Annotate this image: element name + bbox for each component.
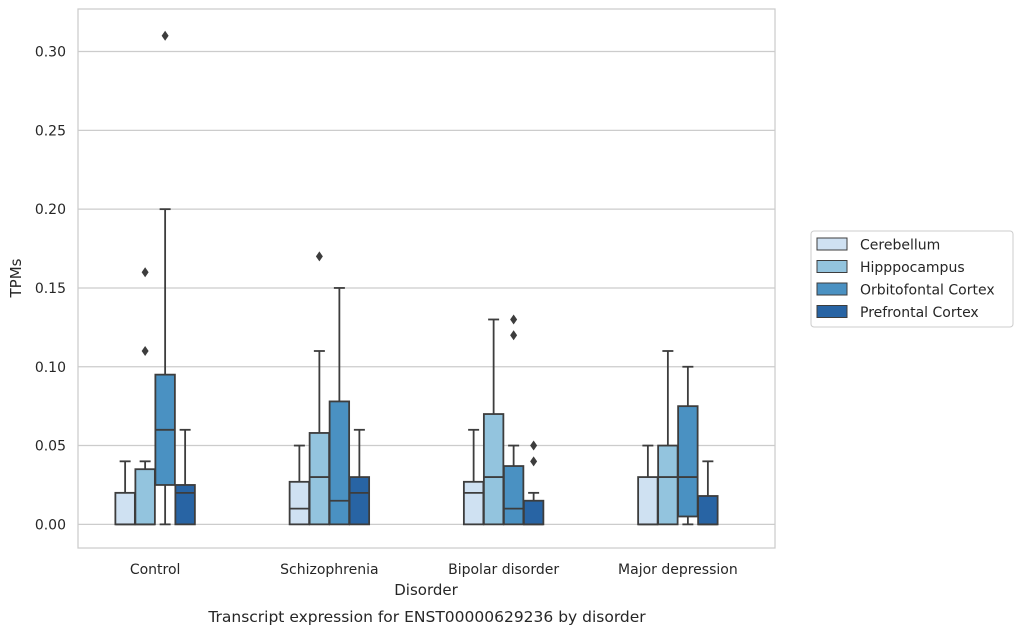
- box-body: [134, 468, 156, 526]
- x-tick-label: Control: [130, 562, 181, 578]
- box-hipppocampus: [657, 350, 679, 526]
- legend-label: Prefrontal Cortex: [860, 305, 979, 321]
- x-tick-labels: Control Schizophrenia Bipolar disorder Majo…: [130, 562, 738, 578]
- y-tick-label: 0.15: [35, 281, 66, 297]
- legend: Cerebellum Hipppocampus Orbitofontal Corte…: [810, 230, 1014, 328]
- box-orbitofontal-cortex: [154, 30, 176, 526]
- outlier-point: [510, 314, 518, 325]
- chart-caption: Transcript expression for ENST0000062923…: [207, 608, 646, 626]
- box-body: [502, 465, 525, 526]
- box-cerebellum: [288, 444, 311, 526]
- box-body: [174, 484, 196, 526]
- box-body: [348, 476, 371, 526]
- box-orbitofontal-cortex: [677, 365, 699, 526]
- box-orbitofontal-cortex: [328, 287, 351, 526]
- box-body: [677, 405, 699, 518]
- legend-frame: [810, 230, 1014, 328]
- y-tick-label: 0.10: [35, 360, 66, 376]
- legend-swatch: [816, 282, 848, 296]
- outlier-point: [510, 330, 518, 341]
- legend-label: Orbitofontal Cortex: [860, 283, 995, 299]
- box-hipppocampus: [482, 318, 505, 526]
- box-body: [288, 480, 311, 526]
- y-tick-label: 0.05: [35, 439, 66, 455]
- outlier-point: [161, 30, 169, 41]
- box-body: [522, 499, 545, 526]
- box-hipppocampus: [134, 267, 156, 526]
- outlier-point: [141, 345, 149, 356]
- plot-frame: [77, 8, 776, 549]
- box-prefrontal-cortex: [174, 428, 196, 526]
- box-body: [328, 400, 351, 526]
- outlier-point: [530, 440, 538, 451]
- y-axis-label: TPMs: [7, 258, 25, 298]
- box-body: [308, 432, 331, 526]
- box-prefrontal-cortex: [522, 440, 545, 526]
- grid-lines: [78, 50, 775, 525]
- outlier-point: [530, 456, 538, 467]
- y-tick-label: 0.00: [35, 517, 66, 533]
- box-cerebellum: [114, 460, 136, 526]
- x-tick-label: Major depression: [618, 562, 738, 578]
- box-hipppocampus: [308, 251, 331, 526]
- box-body: [482, 413, 505, 526]
- x-tick-label: Schizophrenia: [280, 562, 378, 578]
- outlier-point: [315, 251, 323, 262]
- box-cerebellum: [462, 428, 485, 526]
- box-orbitofontal-cortex: [502, 314, 525, 526]
- legend-label: Hipppocampus: [860, 260, 965, 276]
- box-body: [637, 476, 659, 526]
- box-prefrontal-cortex: [697, 460, 719, 526]
- box-cerebellum: [637, 444, 659, 526]
- box-body: [657, 444, 679, 526]
- y-tick-label: 0.30: [35, 45, 66, 61]
- outlier-point: [141, 267, 149, 278]
- legend-swatch: [816, 260, 848, 273]
- legend-swatch: [816, 305, 848, 318]
- box-body: [462, 480, 485, 526]
- box-body: [114, 491, 136, 526]
- x-tick-label: Bipolar disorder: [448, 562, 559, 578]
- y-tick-labels: 0.00 0.05 0.10 0.15 0.20 0.25 0.30: [35, 45, 66, 534]
- y-tick-label: 0.25: [35, 123, 66, 139]
- box-prefrontal-cortex: [348, 428, 371, 526]
- box-body: [697, 495, 719, 526]
- boxes: [114, 30, 719, 526]
- legend-label: Cerebellum: [860, 238, 940, 254]
- legend-swatch: [816, 237, 848, 251]
- x-axis-label: Disorder: [394, 581, 458, 599]
- y-tick-label: 0.20: [35, 202, 66, 218]
